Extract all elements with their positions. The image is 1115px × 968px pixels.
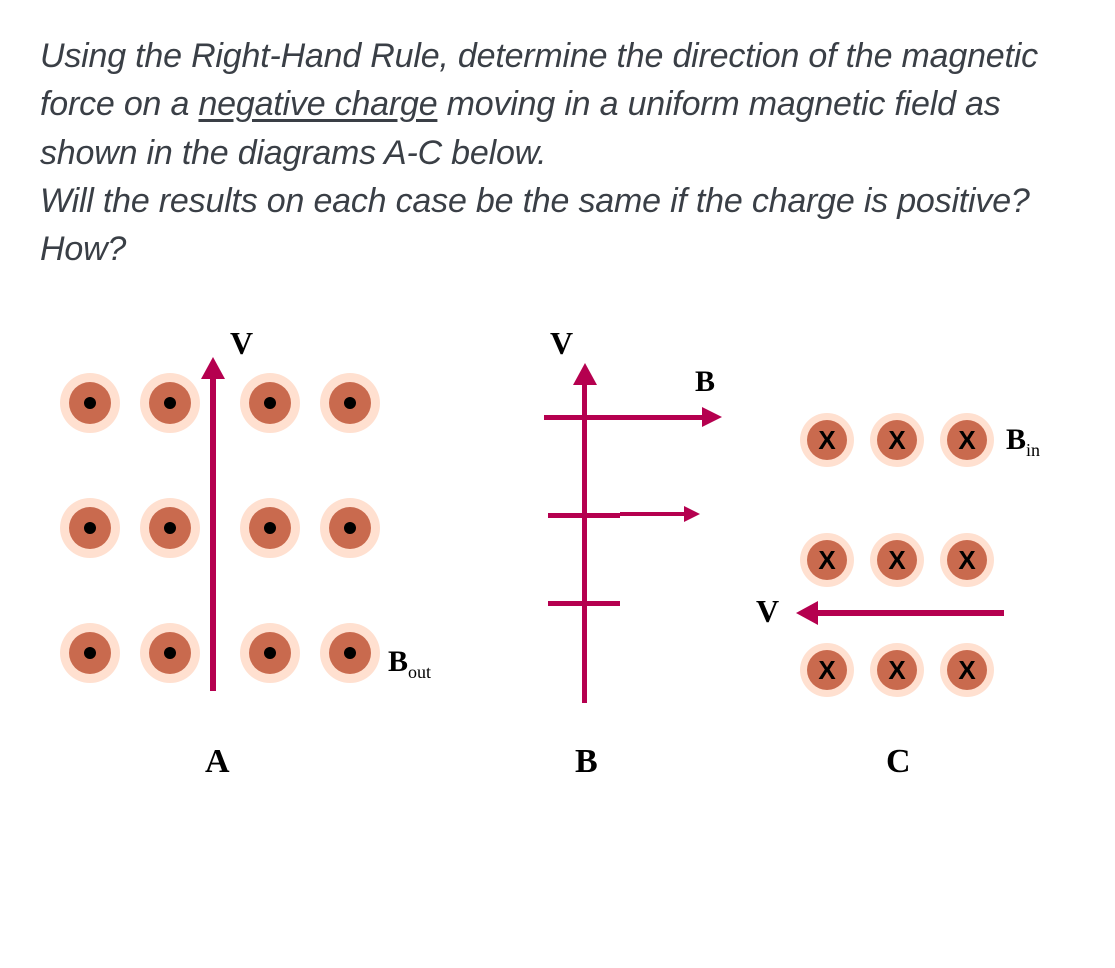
field-dot-icon [140,623,200,683]
field-dot-icon [240,373,300,433]
field-cross-icon: X [800,643,854,697]
diagram-a-velocity-arrow-head [201,357,225,379]
diagram-c: X X X X X X X X X Bin V C [800,413,1115,773]
diagram-a: V Bout A [60,353,480,773]
field-dot-icon [60,498,120,558]
diagram-b: V B B [520,353,760,773]
diagram-c-field-sub: in [1026,440,1040,460]
diagram-b-v-arrow-head [573,363,597,385]
field-cross-icon: X [800,533,854,587]
cross-glyph: X [888,425,905,456]
diagram-c-v-arrow-line [816,610,1004,616]
diagram-b-tick [548,513,620,518]
diagram-b-b-arrow-line [544,415,704,420]
field-dot-icon [60,373,120,433]
diagram-b-v-arrow-line [582,383,587,703]
field-cross-icon: X [870,643,924,697]
diagram-b-tick [548,601,620,606]
diagram-b-field-label: B [695,365,715,399]
field-cross-icon: X [940,533,994,587]
cross-glyph: X [958,425,975,456]
diagram-b-midline [620,512,686,516]
diagram-c-v-label: V [756,593,779,630]
diagram-c-field-label: Bin [1006,423,1040,461]
diagram-b-v-label: V [550,325,573,362]
field-cross-icon: X [940,643,994,697]
diagram-a-velocity-arrow-line [210,377,216,691]
field-cross-icon: X [870,413,924,467]
diagram-a-field-letter: B [388,645,408,678]
cross-glyph: X [818,655,835,686]
cross-glyph: X [958,655,975,686]
diagram-a-field-sub: out [408,662,431,682]
page: Using the Right-Hand Rule, determine the… [0,0,1115,968]
field-dot-icon [240,498,300,558]
diagrams-row: V Bout A [40,333,1075,893]
field-cross-icon: X [940,413,994,467]
cross-glyph: X [888,655,905,686]
diagram-c-caption: C [886,743,911,781]
field-dot-icon [140,373,200,433]
field-dot-icon [320,373,380,433]
diagram-c-field-letter: B [1006,423,1026,456]
diagram-b-caption: B [575,743,598,781]
diagram-b-b-arrow-head [702,407,722,427]
field-cross-icon: X [800,413,854,467]
field-dot-icon [320,623,380,683]
diagram-a-caption: A [205,743,230,781]
question-line2: Will the results on each case be the sam… [40,182,1030,268]
field-dot-icon [240,623,300,683]
diagram-b-midline-arrow-head [684,506,700,522]
question-text: Using the Right-Hand Rule, determine the… [40,32,1075,273]
diagram-a-v-label: V [230,325,253,362]
cross-glyph: X [818,545,835,576]
question-underlined: negative charge [198,85,437,123]
field-cross-icon: X [870,533,924,587]
field-dot-icon [320,498,380,558]
diagram-a-field-label: Bout [388,645,431,683]
cross-glyph: X [888,545,905,576]
diagram-c-v-arrow-head [796,601,818,625]
cross-glyph: X [958,545,975,576]
field-dot-icon [60,623,120,683]
field-dot-icon [140,498,200,558]
cross-glyph: X [818,425,835,456]
